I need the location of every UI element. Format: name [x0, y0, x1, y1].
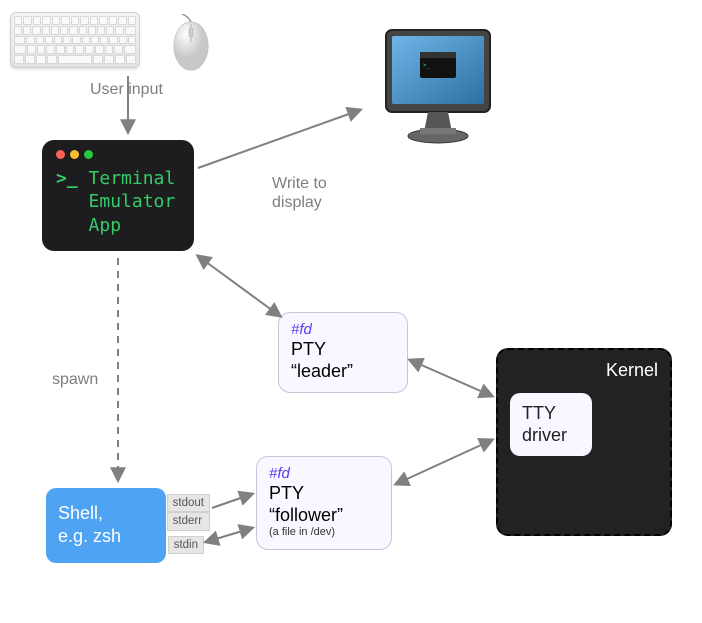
fd-label: #fd [291, 321, 395, 339]
tag-stderr: stderr [167, 512, 210, 530]
fd-label: #fd [269, 465, 379, 483]
tag-stdin: stdin [168, 536, 204, 554]
pty-follower-sub: (a file in /dev) [269, 526, 379, 539]
label-user-input: User input [90, 80, 163, 99]
node-pty-follower: #fd PTY “follower” (a file in /dev) [256, 456, 392, 550]
node-tty-driver: TTY driver [510, 393, 592, 456]
pty-follower-line2: “follower” [269, 505, 379, 527]
tty-line2: driver [522, 425, 580, 447]
tag-stdout: stdout [167, 494, 210, 512]
node-shell: Shell, e.g. zsh stdout stderr stdin [46, 488, 166, 563]
shell-line2: e.g. zsh [58, 525, 154, 548]
node-terminal-emulator: >_ Terminal Emulator App [42, 140, 194, 251]
mouse-icon [168, 14, 214, 74]
keyboard-icon [10, 12, 140, 68]
terminal-title-1: Terminal [89, 168, 176, 189]
pty-follower-line1: PTY [269, 483, 379, 505]
kernel-title: Kernel [510, 360, 658, 381]
shell-line1: Shell, [58, 502, 154, 525]
svg-text:>_: >_ [423, 62, 431, 69]
pty-leader-line1: PTY [291, 339, 395, 361]
terminal-title-3: App [89, 215, 122, 236]
node-pty-leader: #fd PTY “leader” [278, 312, 408, 393]
window-controls-icon [56, 150, 180, 159]
tty-line1: TTY [522, 403, 580, 425]
terminal-title-2: Emulator [89, 191, 176, 212]
monitor-icon: >_ [368, 22, 508, 167]
pty-leader-line2: “leader” [291, 361, 395, 383]
prompt-icon: >_ [56, 168, 78, 189]
label-write-display: Write todisplay [272, 174, 327, 212]
node-kernel: Kernel TTY driver [496, 348, 672, 536]
label-spawn: spawn [52, 370, 98, 389]
